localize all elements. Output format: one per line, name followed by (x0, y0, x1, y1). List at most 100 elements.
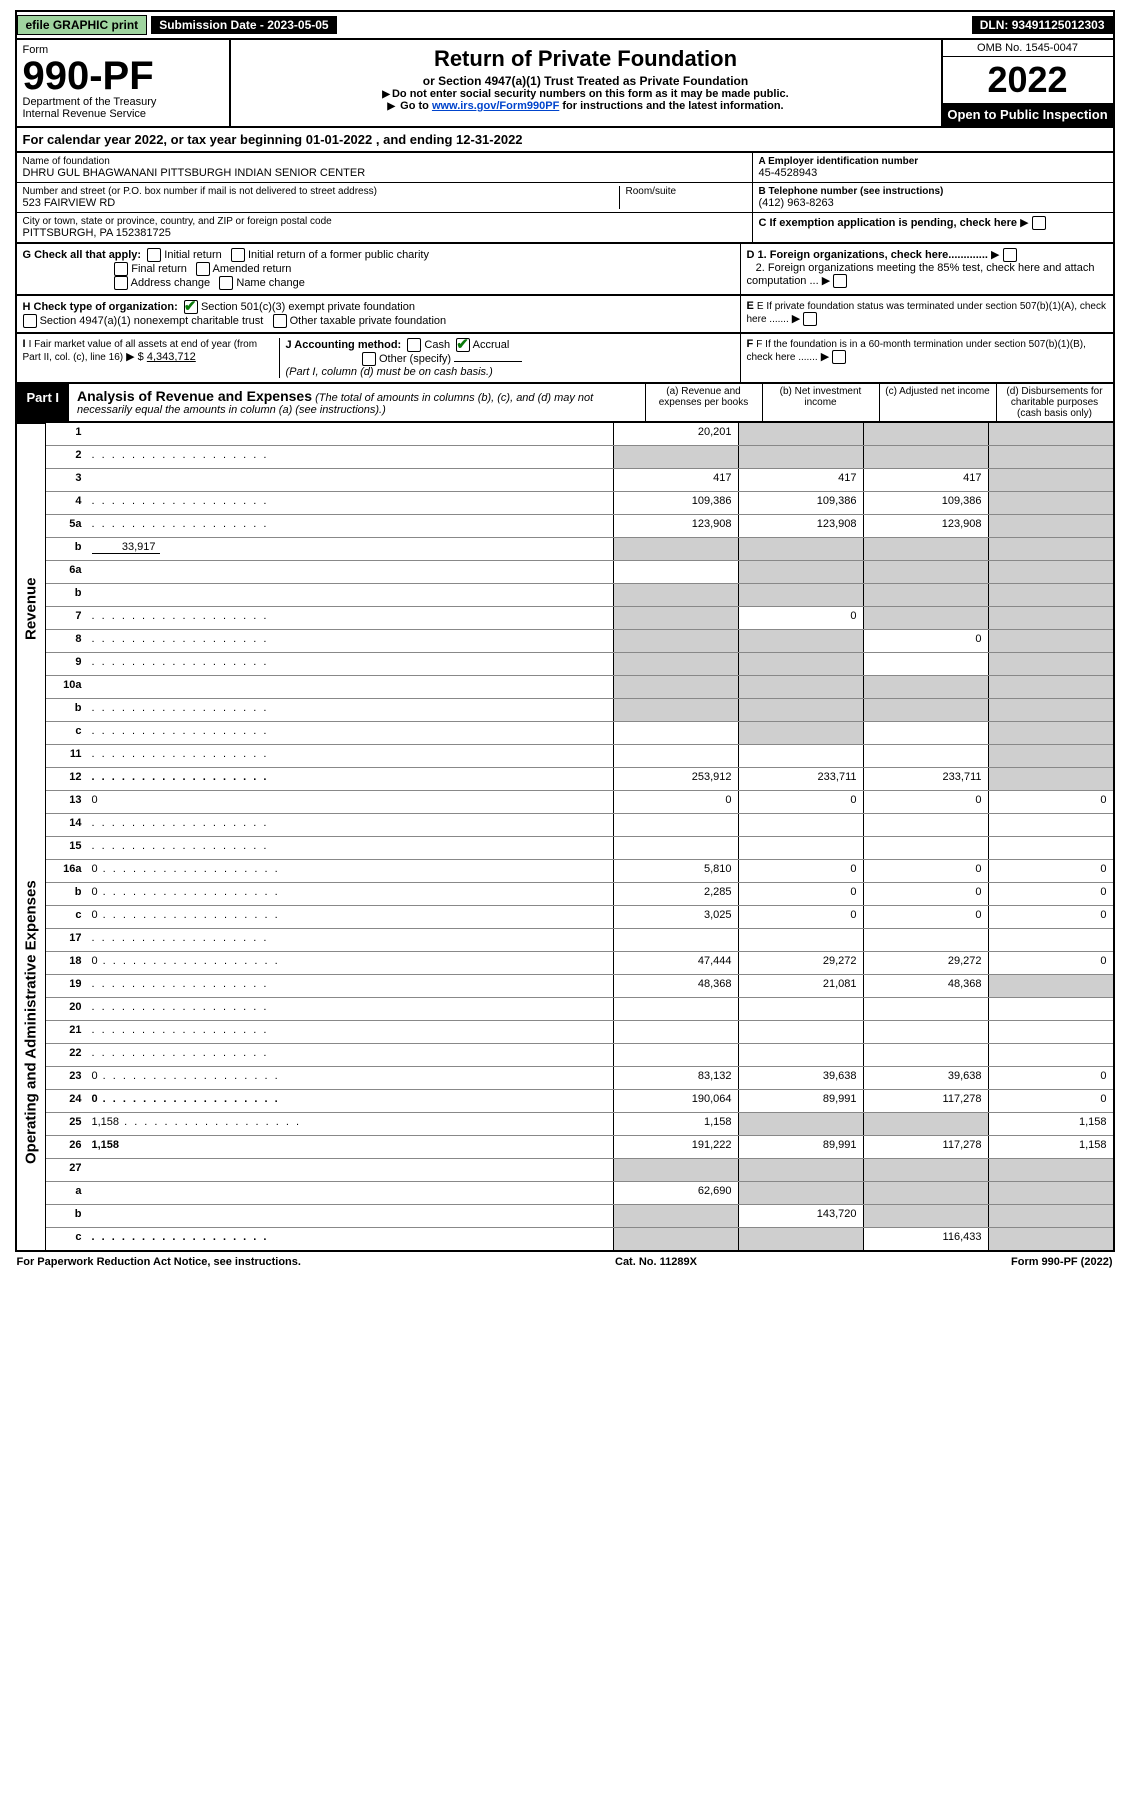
cell-col-b: 29,272 (738, 952, 863, 974)
h-4947-checkbox[interactable] (23, 314, 37, 328)
table-row: 23083,13239,63839,6380 (46, 1067, 1113, 1090)
room-label: Room/suite (626, 186, 746, 197)
h-501c3-checkbox[interactable] (184, 300, 198, 314)
row-number: 14 (46, 814, 88, 836)
table-row: 6a (46, 561, 1113, 584)
row-description (88, 630, 613, 652)
cell-col-a (613, 1228, 738, 1250)
table-row: b02,285000 (46, 883, 1113, 906)
d2-checkbox[interactable] (833, 274, 847, 288)
h-block: H Check type of organization: Section 50… (17, 296, 741, 332)
cell-col-d (988, 607, 1113, 629)
cell-col-c (863, 676, 988, 698)
cell-col-d (988, 561, 1113, 583)
d1-checkbox[interactable] (1003, 248, 1017, 262)
cell-col-d: 1,158 (988, 1136, 1113, 1158)
footer-cat-no: Cat. No. 11289X (615, 1256, 697, 1268)
j-other-checkbox[interactable] (362, 352, 376, 366)
cell-col-b (738, 998, 863, 1020)
g-final-return-checkbox[interactable] (114, 262, 128, 276)
cell-col-c (863, 837, 988, 859)
table-row: a62,690 (46, 1182, 1113, 1205)
cell-col-a: 62,690 (613, 1182, 738, 1204)
row-number: c (46, 1228, 88, 1250)
form990pf-link[interactable]: www.irs.gov/Form990PF (432, 100, 559, 112)
g-address-change-checkbox[interactable] (114, 276, 128, 290)
cell-col-a (613, 630, 738, 652)
form-title-block: Return of Private Foundation or Section … (231, 40, 941, 126)
cell-col-a (613, 1205, 738, 1227)
form-note2: Go to www.irs.gov/Form990PF for instruct… (237, 100, 935, 112)
part1-title: Analysis of Revenue and Expenses (77, 388, 312, 404)
cell-col-d (988, 515, 1113, 537)
cell-col-b: 0 (738, 791, 863, 813)
cell-col-a (613, 676, 738, 698)
cell-col-b: 0 (738, 860, 863, 882)
f-checkbox[interactable] (832, 350, 846, 364)
g-initial-return-checkbox[interactable] (147, 248, 161, 262)
vertical-labels: Revenue Operating and Administrative Exp… (17, 423, 46, 1250)
form-title: Return of Private Foundation (237, 46, 935, 72)
row-description (88, 1205, 613, 1227)
h-other-checkbox[interactable] (273, 314, 287, 328)
cell-col-a: 47,444 (613, 952, 738, 974)
f-label: F If the foundation is in a 60-month ter… (747, 339, 1086, 363)
city-cell: City or town, state or province, country… (17, 213, 752, 242)
cell-col-b (738, 653, 863, 675)
cell-col-c: 39,638 (863, 1067, 988, 1089)
g-d-row: G Check all that apply: Initial return I… (15, 244, 1115, 296)
row-number: 19 (46, 975, 88, 997)
row-description (88, 1021, 613, 1043)
g-opt-3: Amended return (213, 263, 292, 275)
cell-col-a (613, 929, 738, 951)
row-number: b (46, 538, 88, 560)
cell-col-c (863, 814, 988, 836)
row-description (88, 837, 613, 859)
row-description (88, 446, 613, 468)
g-amended-checkbox[interactable] (196, 262, 210, 276)
cell-col-a (613, 561, 738, 583)
cell-col-d (988, 1021, 1113, 1043)
c-checkbox[interactable] (1032, 216, 1046, 230)
g-opt-4: Address change (131, 277, 211, 289)
cell-col-d (988, 1205, 1113, 1227)
cell-col-b (738, 584, 863, 606)
table-row: 4109,386109,386109,386 (46, 492, 1113, 515)
cell-col-a: 1,158 (613, 1113, 738, 1135)
j-cash-label: Cash (424, 339, 450, 351)
cell-col-c (863, 561, 988, 583)
j-accrual-checkbox[interactable] (456, 338, 470, 352)
row-description (88, 699, 613, 721)
g-name-change-checkbox[interactable] (219, 276, 233, 290)
g-opt-5: Name change (236, 277, 305, 289)
open-public: Open to Public Inspection (943, 103, 1113, 126)
cell-col-b (738, 538, 863, 560)
table-row: 3417417417 (46, 469, 1113, 492)
i-value: 4,343,712 (147, 351, 196, 363)
h-opt-1: Section 501(c)(3) exempt private foundat… (201, 301, 415, 313)
cell-col-d (988, 1044, 1113, 1066)
cell-col-a (613, 699, 738, 721)
h-e-row: H Check type of organization: Section 50… (15, 296, 1115, 334)
cell-col-a (613, 538, 738, 560)
e-checkbox[interactable] (803, 312, 817, 326)
cell-col-a: 0 (613, 791, 738, 813)
j-other-label: Other (specify) (379, 353, 451, 365)
efile-button[interactable]: efile GRAPHIC print (17, 15, 148, 35)
row-description (88, 814, 613, 836)
row-description: 1,158 (88, 1136, 613, 1158)
cell-col-b (738, 1228, 863, 1250)
row-description: 33,917 (88, 538, 613, 560)
cell-col-a: 2,285 (613, 883, 738, 905)
row-description (88, 1159, 613, 1181)
table-row: 2 (46, 446, 1113, 469)
cell-col-c: 123,908 (863, 515, 988, 537)
j-accrual-label: Accrual (473, 339, 510, 351)
j-cash-checkbox[interactable] (407, 338, 421, 352)
g-initial-former-checkbox[interactable] (231, 248, 245, 262)
row-number: 5a (46, 515, 88, 537)
cell-col-b: 89,991 (738, 1090, 863, 1112)
table-row: 11 (46, 745, 1113, 768)
cell-col-d (988, 1182, 1113, 1204)
row-number: 4 (46, 492, 88, 514)
